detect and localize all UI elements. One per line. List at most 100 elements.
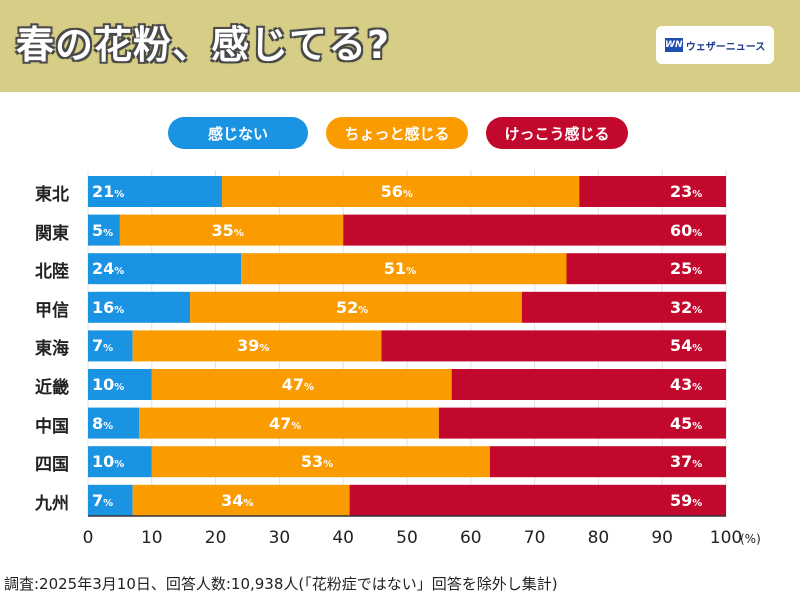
data-label-value: 51 bbox=[383, 259, 407, 279]
bar-segment-some bbox=[241, 253, 567, 285]
bar-segment-some bbox=[132, 484, 350, 516]
data-label-unit: % bbox=[103, 227, 114, 239]
row-label: 東北 bbox=[35, 185, 69, 205]
data-label-unit: % bbox=[114, 304, 125, 316]
x-tick-label: 40 bbox=[332, 528, 355, 548]
data-label-value: 54 bbox=[670, 336, 693, 356]
data-label: 43% bbox=[670, 375, 702, 394]
data-label: 10% bbox=[92, 375, 124, 394]
row-label: 四国 bbox=[35, 455, 69, 476]
bar-segment-lots bbox=[381, 330, 726, 362]
data-label-value: 25 bbox=[670, 259, 693, 279]
brand-logo: WN ウェザーニュース bbox=[656, 26, 774, 64]
data-label-value: 45 bbox=[670, 413, 693, 433]
data-label-value: 60 bbox=[670, 220, 693, 240]
data-label: 56% bbox=[381, 182, 413, 201]
data-label-unit: % bbox=[103, 343, 114, 355]
data-label: 35% bbox=[212, 221, 244, 240]
data-label-unit: % bbox=[114, 459, 125, 471]
data-label: 25% bbox=[670, 259, 702, 278]
data-label: 34% bbox=[221, 491, 253, 510]
legend-item-lots: けっこう感じる bbox=[486, 117, 628, 149]
bar-segment-none bbox=[88, 291, 191, 323]
data-label-unit: % bbox=[692, 497, 703, 509]
data-label: 7% bbox=[92, 336, 113, 355]
data-label-value: 47 bbox=[268, 413, 292, 433]
x-tick-label: 90 bbox=[651, 528, 674, 548]
row-label: 東海 bbox=[35, 339, 69, 360]
bar-segment-some bbox=[139, 407, 439, 439]
data-label: 59% bbox=[670, 491, 702, 510]
data-label-value: 43 bbox=[670, 375, 693, 394]
bar-segment-lots bbox=[489, 446, 726, 478]
x-tick-label: 80 bbox=[587, 528, 610, 548]
survey-footnote: 調査:2025年3月10日、回答人数:10,938人(「花粉症ではない」回答を除… bbox=[4, 575, 558, 593]
x-tick-label: 50 bbox=[396, 528, 418, 548]
row-label: 中国 bbox=[35, 416, 69, 437]
brand-mark-icon: WN bbox=[664, 38, 683, 52]
data-label-unit: % bbox=[692, 304, 703, 316]
x-tick-label: 0 bbox=[82, 528, 94, 548]
data-label-unit: % bbox=[692, 420, 703, 432]
row-label: 甲信 bbox=[35, 300, 69, 321]
data-label: 60% bbox=[670, 221, 702, 240]
data-label-unit: % bbox=[402, 189, 413, 200]
bar-segment-lots bbox=[566, 253, 726, 285]
data-label-unit: % bbox=[291, 420, 302, 432]
bar-segment-none bbox=[88, 214, 120, 246]
bar-segment-some bbox=[119, 214, 344, 246]
data-label-unit: % bbox=[103, 420, 114, 432]
data-label-value: 24 bbox=[92, 259, 115, 279]
data-label: 21% bbox=[92, 182, 124, 201]
data-label: 5% bbox=[92, 221, 113, 240]
bar-segment-lots bbox=[521, 291, 726, 323]
bar-segment-none bbox=[88, 176, 222, 207]
data-label-unit: % bbox=[243, 497, 254, 509]
data-label-unit: % bbox=[103, 497, 114, 509]
x-tick-label: 10 bbox=[140, 528, 163, 548]
row-label: 近畿 bbox=[35, 378, 69, 398]
bar-segment-some bbox=[221, 176, 580, 207]
data-label-unit: % bbox=[233, 227, 244, 239]
data-label-value: 8 bbox=[92, 413, 104, 433]
x-tick-label: 30 bbox=[268, 528, 291, 548]
data-label-unit: % bbox=[358, 304, 369, 316]
data-label: 47% bbox=[269, 414, 301, 433]
data-label-unit: % bbox=[692, 382, 703, 393]
data-label-unit: % bbox=[692, 189, 703, 200]
data-label-value: 47 bbox=[281, 375, 304, 394]
row-label: 北陸 bbox=[35, 262, 69, 283]
data-label-value: 52 bbox=[335, 297, 359, 317]
data-label-unit: % bbox=[692, 266, 703, 278]
data-label: 45% bbox=[670, 414, 702, 433]
x-tick-label: 100 bbox=[709, 528, 743, 548]
bar-segment-none bbox=[88, 484, 133, 516]
data-label-value: 10 bbox=[92, 375, 115, 394]
row-label: 関東 bbox=[35, 223, 69, 244]
data-label-value: 32 bbox=[670, 297, 693, 317]
data-label-value: 10 bbox=[92, 452, 115, 472]
data-label: 53% bbox=[301, 452, 333, 471]
bar-segment-none bbox=[88, 446, 152, 478]
data-label-unit: % bbox=[303, 382, 315, 393]
bar-segment-none bbox=[88, 369, 152, 400]
x-tick-label: 70 bbox=[523, 528, 546, 548]
data-label: 32% bbox=[670, 298, 702, 317]
x-tick-label: 20 bbox=[204, 528, 227, 548]
page-title: 春の花粉、感じてる? bbox=[16, 23, 391, 67]
row-label: 九州 bbox=[35, 493, 69, 514]
bar-segment-some bbox=[190, 291, 522, 323]
data-label-value: 35 bbox=[211, 220, 234, 240]
data-label-unit: % bbox=[114, 266, 125, 278]
data-label: 7% bbox=[92, 491, 113, 510]
data-label-value: 7 bbox=[92, 336, 104, 356]
data-label-value: 59 bbox=[670, 490, 693, 510]
bar-segment-none bbox=[88, 253, 242, 285]
data-label-value: 56 bbox=[380, 182, 403, 201]
x-tick-label: 60 bbox=[459, 528, 482, 548]
data-label: 23% bbox=[670, 182, 702, 201]
data-label-value: 7 bbox=[92, 490, 104, 510]
data-label-unit: % bbox=[692, 343, 703, 355]
bar-segment-some bbox=[151, 446, 490, 478]
data-label-value: 39 bbox=[237, 336, 260, 356]
